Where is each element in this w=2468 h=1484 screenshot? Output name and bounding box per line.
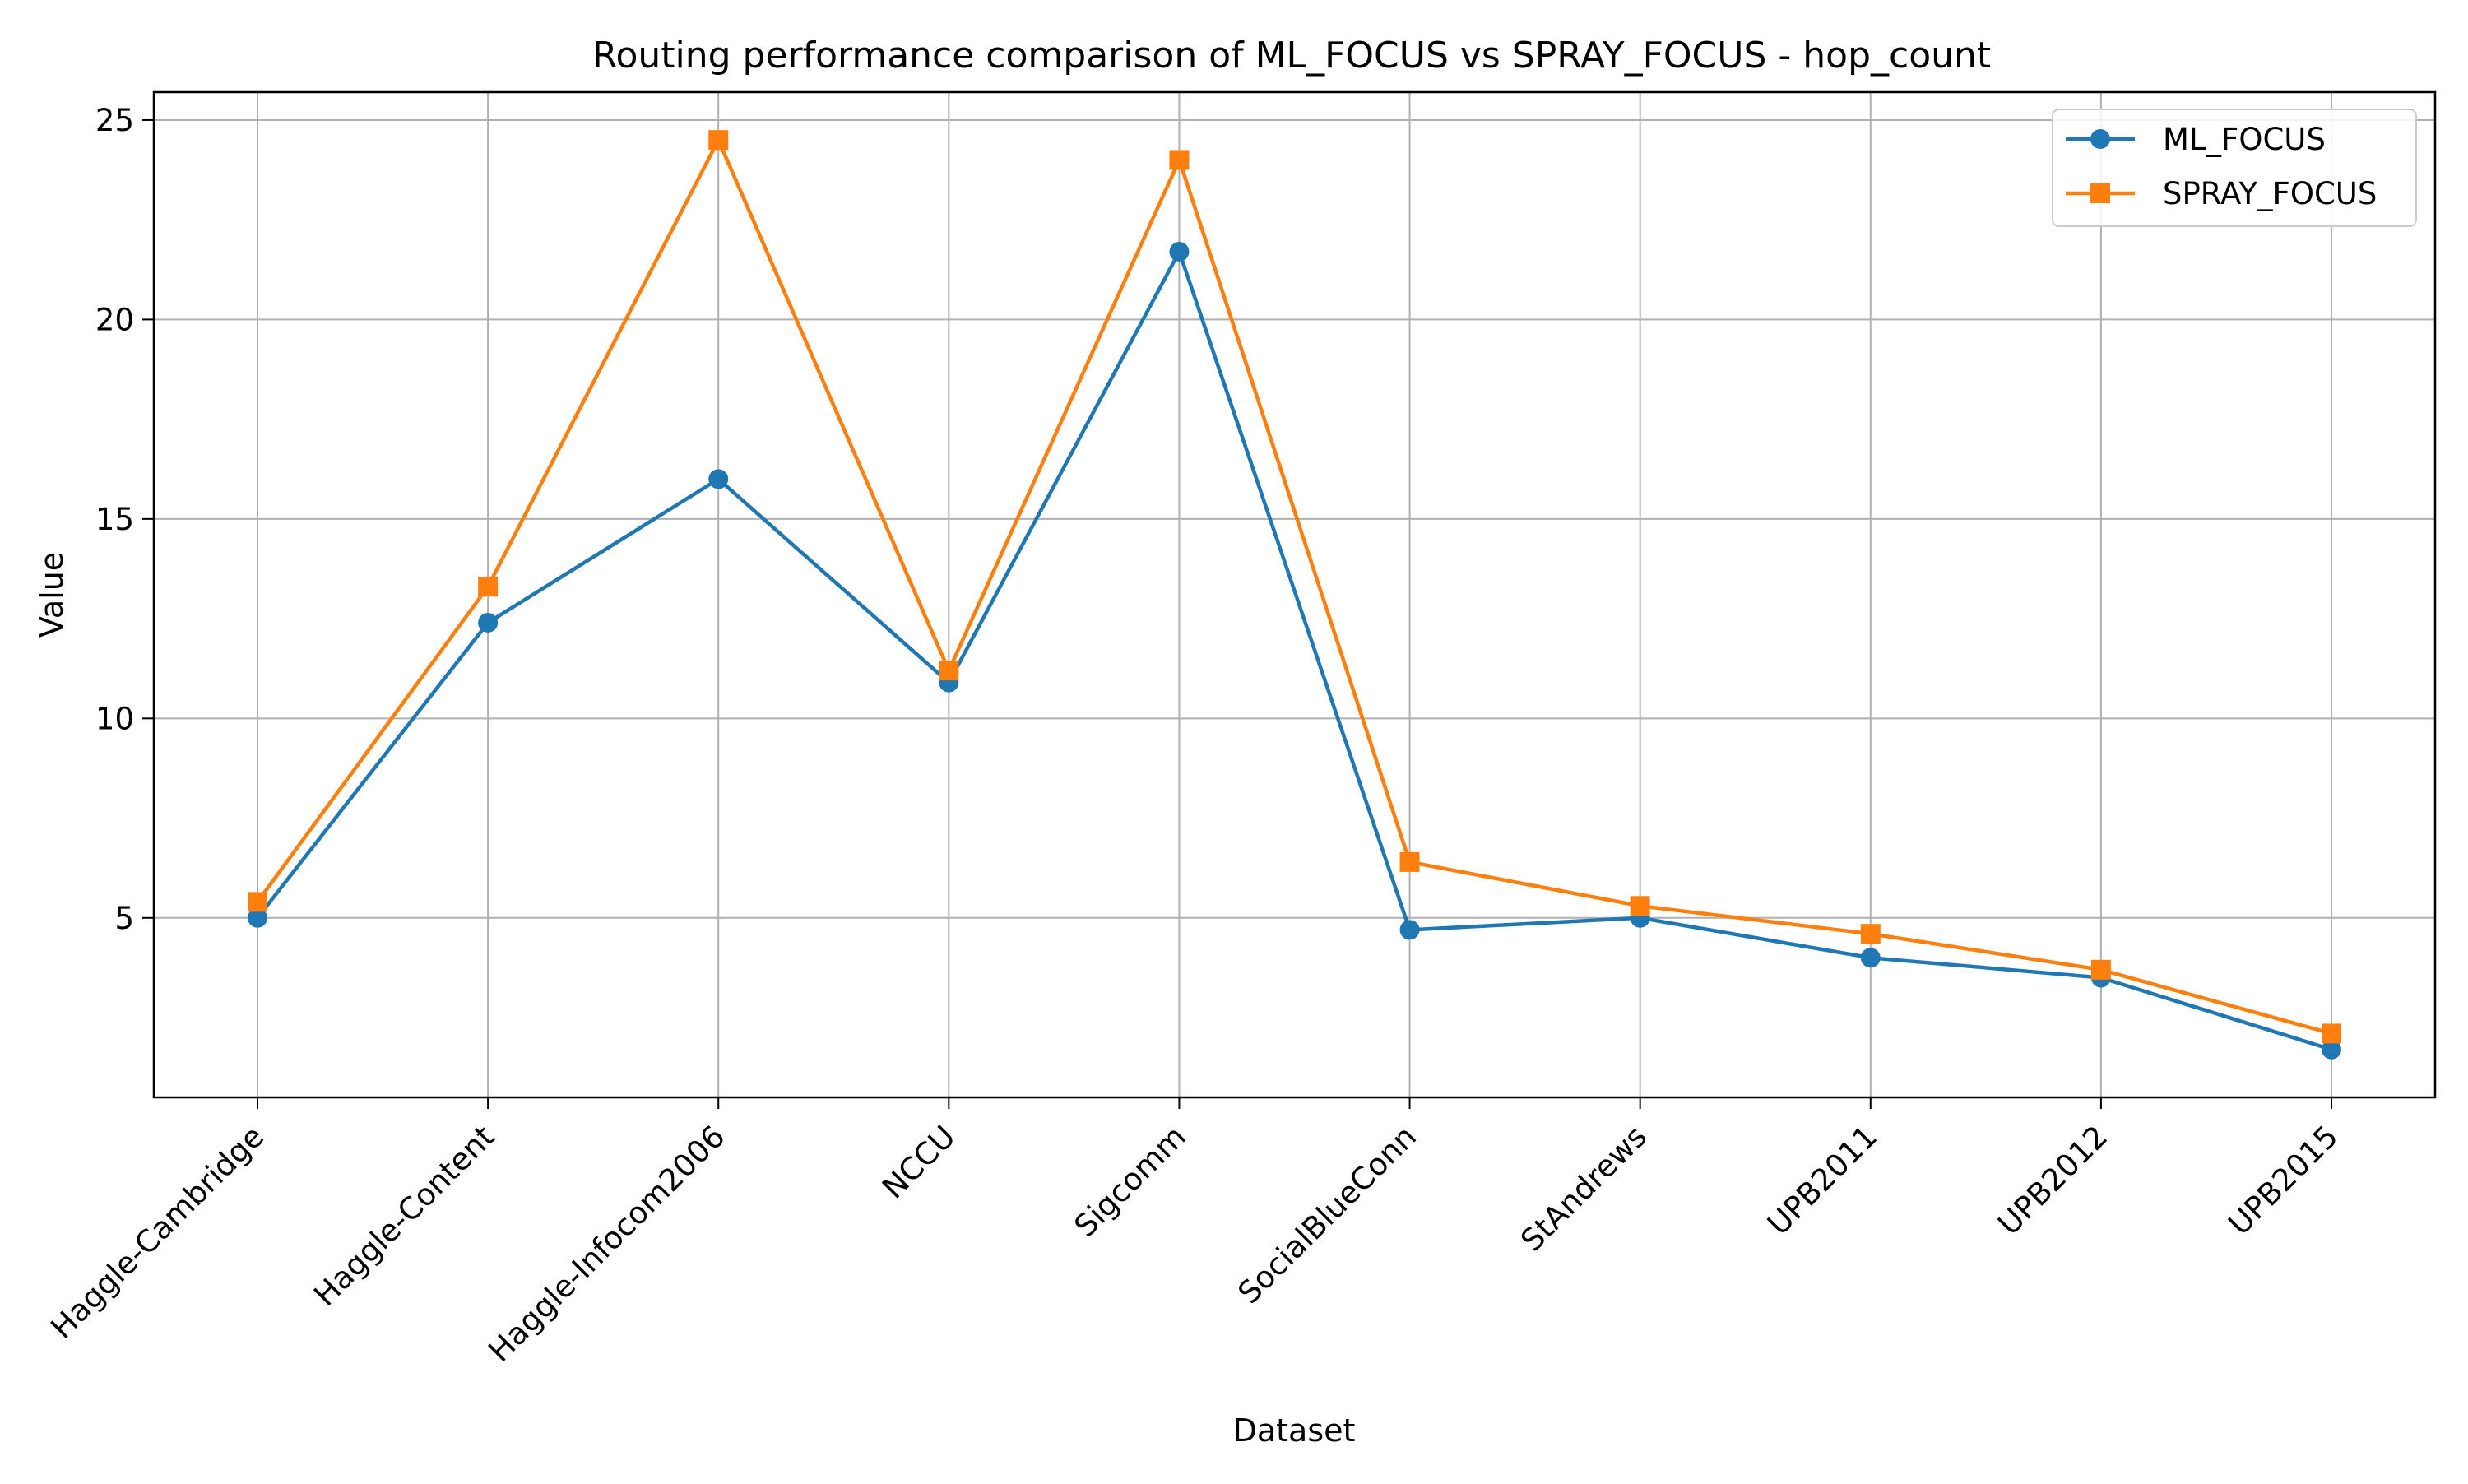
- x-axis-label: Dataset: [1233, 1412, 1356, 1449]
- data-point-spray-focus: [1169, 150, 1190, 170]
- data-point-spray-focus: [1630, 896, 1650, 916]
- data-point-spray-focus: [939, 661, 959, 681]
- legend-label-spray-focus: SPRAY_FOCUS: [2163, 176, 2377, 211]
- data-point-spray-focus: [2090, 959, 2111, 980]
- x-tick-label: SocialBlueConn: [1232, 1119, 1423, 1310]
- x-tick-label: UPB2011: [1761, 1119, 1884, 1242]
- series-line-spray-focus: [256, 137, 2332, 1036]
- data-point-spray-focus: [708, 130, 729, 151]
- data-point-ml-focus: [248, 907, 267, 928]
- x-tick-label: Haggle-Infocom2006: [481, 1119, 731, 1369]
- data-point-ml-focus: [1860, 948, 1881, 968]
- chart-title: Routing performance comparison of ML_FOC…: [592, 35, 1991, 77]
- series-spray-focus: [248, 130, 2341, 1044]
- grid: [154, 92, 2435, 1097]
- legend-box: [2052, 109, 2417, 227]
- series-line-ml-focus: [256, 249, 2332, 1051]
- series-ml-focus: [248, 241, 2341, 1060]
- x-tick-label: StAndrews: [1514, 1119, 1654, 1259]
- y-tick-label: 10: [95, 701, 134, 736]
- plot-area-frame: [152, 90, 2437, 1099]
- x-tick-label: UPB2012: [1991, 1119, 2114, 1242]
- y-tick-label: 15: [95, 502, 134, 537]
- y-tick-label: 20: [95, 302, 134, 337]
- series-layer: [248, 130, 2341, 1060]
- data-point-spray-focus: [2322, 1023, 2341, 1044]
- data-point-ml-focus: [2322, 1039, 2341, 1060]
- data-point-spray-focus: [248, 892, 267, 912]
- data-point-spray-focus: [1399, 851, 1420, 872]
- data-point-spray-focus: [1860, 924, 1881, 944]
- legend-marker-spray-focus: [2090, 183, 2110, 203]
- y-tick-label: 25: [95, 103, 134, 138]
- x-tick-label: Haggle-Cambridge: [44, 1119, 271, 1346]
- y-axis-ticks: 5 10 15 20 25: [95, 103, 154, 936]
- data-point-ml-focus: [478, 612, 499, 633]
- data-point-spray-focus: [478, 577, 499, 597]
- x-axis-ticks: Haggle-Cambridge Haggle-ContentHaggle-Inf…: [44, 1097, 2345, 1369]
- data-point-ml-focus: [708, 469, 729, 489]
- legend: ML_FOCUS SPRAY_FOCUS: [2052, 109, 2417, 227]
- x-tick-label: NCCU: [875, 1119, 963, 1206]
- x-tick-label: Haggle-Content: [307, 1119, 501, 1313]
- data-point-ml-focus: [1399, 920, 1420, 940]
- data-point-ml-focus: [1169, 241, 1190, 262]
- x-tick-label: Sigcomm: [1068, 1119, 1193, 1244]
- legend-marker-ml-focus: [2090, 129, 2110, 149]
- legend-label-ml-focus: ML_FOCUS: [2163, 122, 2326, 157]
- y-axis-label: Value: [34, 552, 70, 638]
- y-tick-label: 5: [114, 901, 134, 936]
- x-tick-label: UPB2015: [2221, 1119, 2345, 1242]
